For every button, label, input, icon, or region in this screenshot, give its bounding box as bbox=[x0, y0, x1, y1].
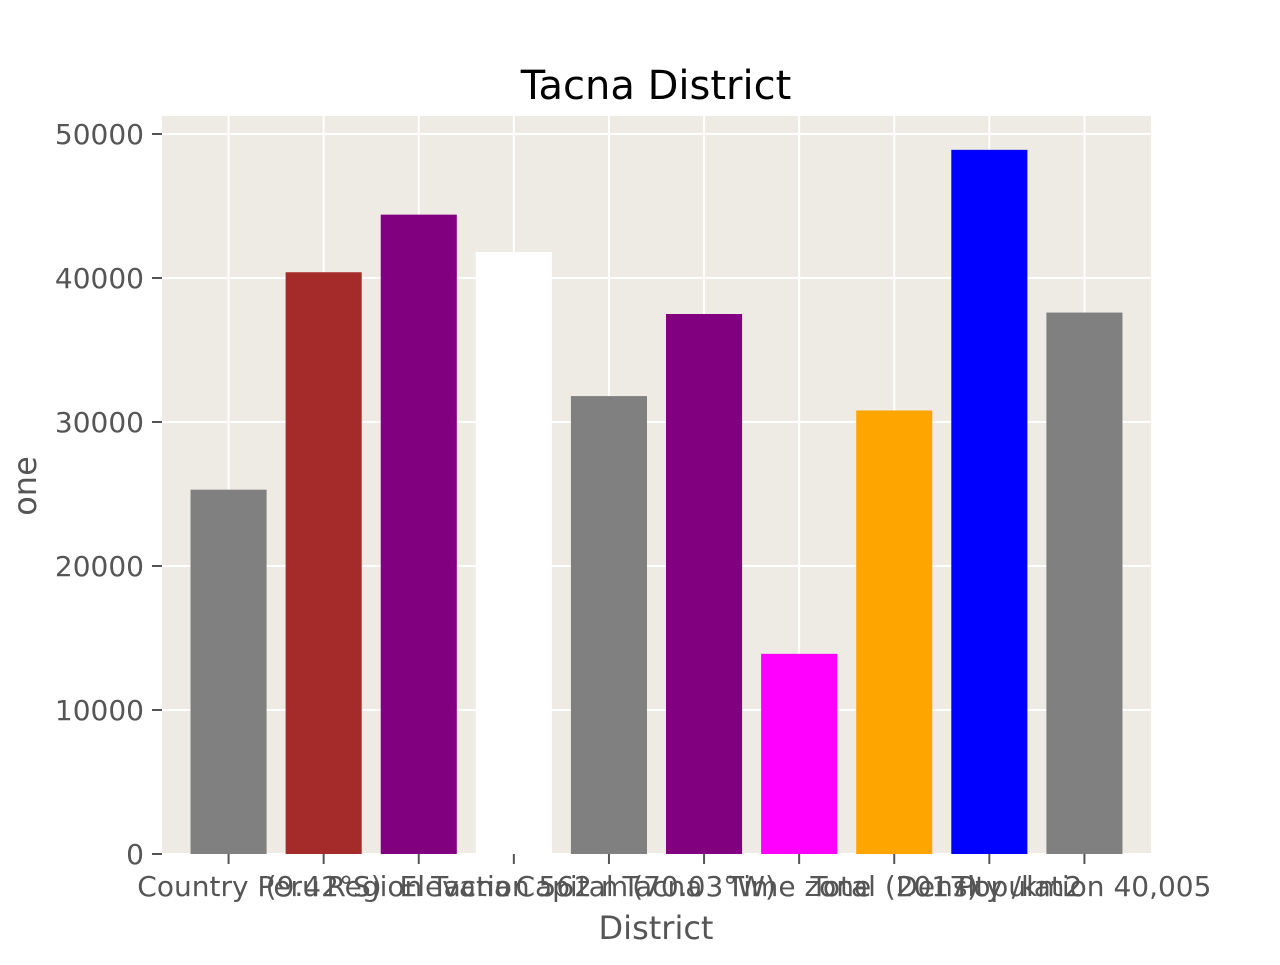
bar bbox=[190, 489, 267, 854]
y-tick-label: 50000 bbox=[55, 118, 144, 151]
x-tick-label: Density /km2 bbox=[896, 870, 1082, 903]
y-tick-label: 10000 bbox=[55, 694, 144, 727]
bar bbox=[1046, 312, 1123, 854]
x-tick-label: (9.42°S) bbox=[266, 870, 382, 903]
x-axis: Country Peru(9.42°S)Region TacnaElevatio… bbox=[137, 854, 1211, 903]
y-tick-label: 20000 bbox=[55, 550, 144, 583]
x-tick-label: Capital Tacna bbox=[515, 870, 702, 903]
bar bbox=[761, 653, 838, 854]
x-tick-label: (70.03°W) bbox=[632, 870, 776, 903]
bar bbox=[380, 214, 457, 854]
bars bbox=[190, 149, 1123, 855]
x-tick-label: Total (2017) bbox=[810, 870, 978, 903]
bar bbox=[475, 252, 552, 854]
chart-title: Tacna District bbox=[520, 63, 792, 109]
bar bbox=[951, 149, 1028, 855]
y-tick-label: 30000 bbox=[55, 406, 144, 439]
bar bbox=[570, 396, 647, 854]
bar bbox=[285, 272, 362, 854]
x-tick-label: Population 40,005 bbox=[957, 870, 1211, 903]
x-axis-label: District bbox=[599, 909, 714, 947]
bar bbox=[856, 410, 933, 854]
y-tick-label: 40000 bbox=[55, 262, 144, 295]
x-tick-label: Country Peru bbox=[137, 870, 320, 903]
x-tick-label: Region Tacna bbox=[326, 870, 511, 903]
y-tick-label: 0 bbox=[126, 838, 144, 871]
x-tick-label: Elevation 562 m bbox=[400, 870, 629, 903]
y-axis-label: one bbox=[6, 456, 44, 516]
bar bbox=[666, 314, 743, 854]
y-axis: 0 10000 20000 30000 40000 50000 bbox=[55, 118, 162, 871]
x-tick-label: Time zone bbox=[726, 870, 871, 903]
